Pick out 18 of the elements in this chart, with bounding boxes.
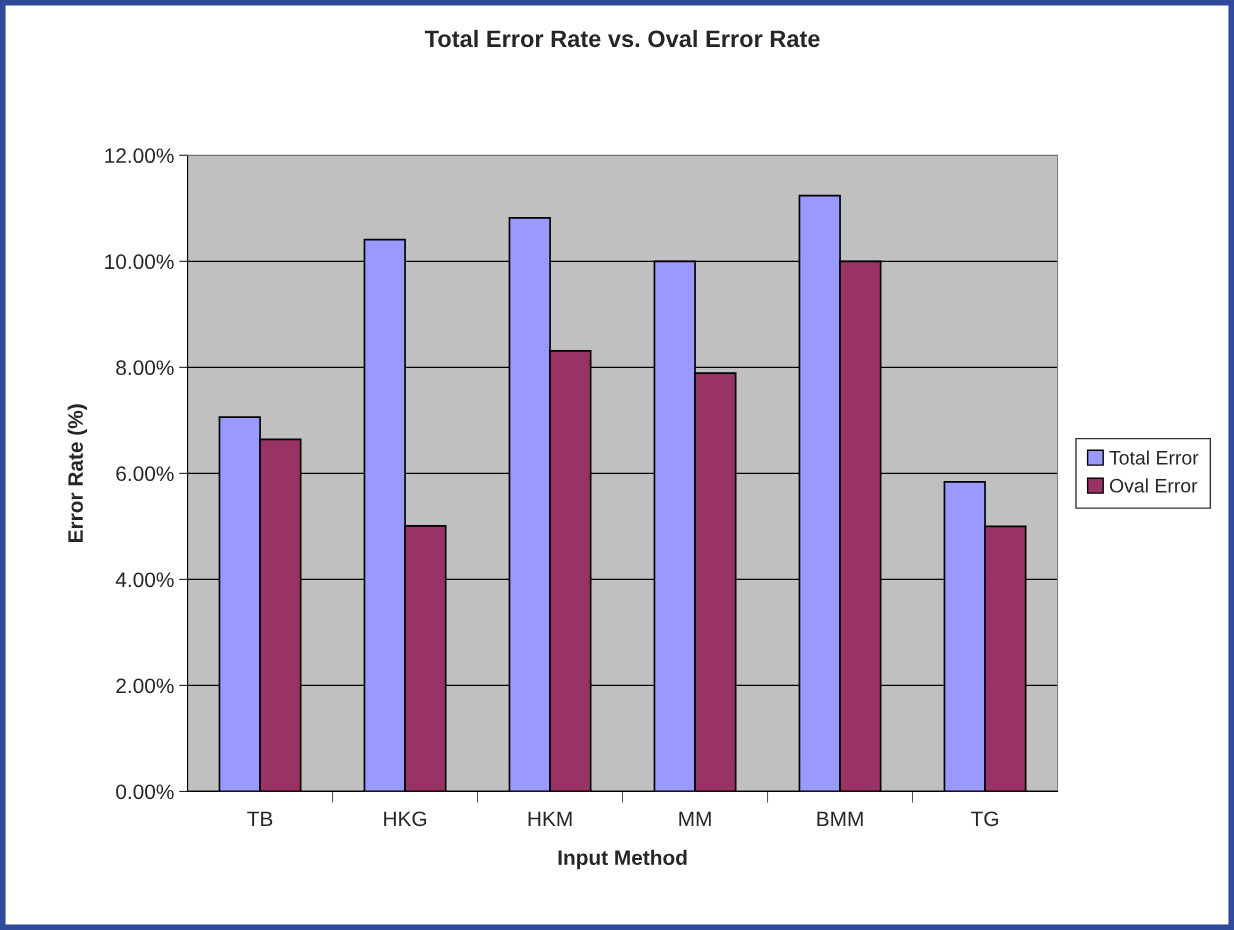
legend-label: Total Error	[1109, 450, 1199, 465]
y-tick-label: 4.00%	[115, 572, 174, 588]
x-tick-label: TG	[971, 811, 998, 827]
x-tick-label: TB	[247, 811, 273, 826]
y-tick-label: 6.00%	[116, 466, 174, 482]
x-tick-label: BMM	[817, 811, 863, 826]
y-tick-label: 0.00%	[116, 784, 174, 800]
y-tick-label: 2.00%	[116, 678, 174, 694]
x-tick-label: MM	[679, 811, 711, 826]
x-axis-title: Input Method	[558, 849, 687, 870]
x-tick-label: HKM	[528, 811, 572, 826]
y-tick-label: 12.00%	[105, 148, 174, 164]
y-tick-label: 8.00%	[116, 360, 174, 376]
legend-label: Oval Error	[1109, 478, 1198, 493]
y-tick-label: 10.00%	[105, 254, 174, 270]
chart-title: Total Error Rate vs. Oval Error Rate	[424, 29, 820, 48]
x-tick-label: HKG	[384, 811, 427, 827]
y-axis-title: Error Rate (%)	[67, 404, 88, 543]
